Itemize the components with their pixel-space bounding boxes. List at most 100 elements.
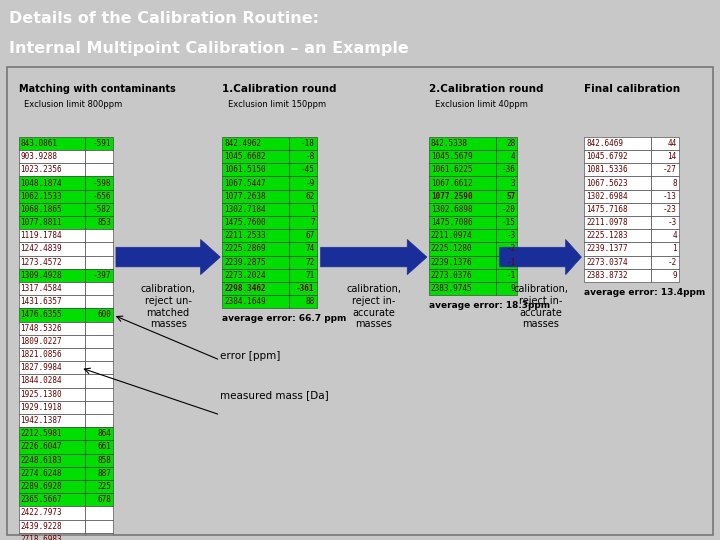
Text: 1475.7086: 1475.7086 [431,218,472,227]
Bar [289,163,317,177]
Text: 2289.6928: 2289.6928 [21,482,62,491]
Text: 858: 858 [97,456,111,464]
Bar [585,190,652,203]
Bar [585,177,652,190]
Text: 9: 9 [672,271,677,280]
Bar [585,163,652,177]
Bar [289,229,317,242]
Bar [86,190,113,203]
Bar [19,150,86,163]
Bar [652,177,679,190]
Bar [19,493,86,507]
Bar [496,150,518,163]
Text: 1067.5447: 1067.5447 [224,179,266,187]
Text: 2718.6983: 2718.6983 [21,535,62,540]
Bar [86,150,113,163]
Bar [429,150,496,163]
Bar [19,137,86,150]
Bar [19,295,86,308]
Bar [585,242,652,255]
Text: Exclusion limit 40ppm: Exclusion limit 40ppm [435,100,528,109]
Text: -27: -27 [663,165,677,174]
Text: 1048.1874: 1048.1874 [21,179,62,187]
Bar [289,150,317,163]
Text: 28: 28 [506,139,516,148]
Text: 1045.5679: 1045.5679 [431,152,472,161]
Bar [86,414,113,427]
Bar [19,388,86,401]
Text: 1077.2638: 1077.2638 [224,192,266,201]
Polygon shape [320,239,427,275]
Text: 2422.7973: 2422.7973 [21,509,62,517]
Text: calibration,
reject in-
accurate
masses: calibration, reject in- accurate masses [513,285,568,329]
Text: -20: -20 [502,205,516,214]
Text: 1475.7600: 1475.7600 [224,218,266,227]
Text: -15: -15 [502,218,516,227]
Text: -9: -9 [305,179,315,187]
Bar [86,137,113,150]
Bar [86,335,113,348]
Bar [585,229,652,242]
Bar [19,440,86,454]
Bar [19,374,86,388]
Bar [289,137,317,150]
Text: 1081.5336: 1081.5336 [586,165,628,174]
Text: 2211.0974: 2211.0974 [431,231,472,240]
Bar [585,216,652,229]
Text: average error: 18.3ppm: average error: 18.3ppm [429,301,550,310]
Bar [496,163,518,177]
Bar [86,255,113,269]
Bar [19,269,86,282]
Bar [222,282,289,295]
Text: 1302.7184: 1302.7184 [224,205,266,214]
Text: 678: 678 [97,495,111,504]
Text: 1061.6225: 1061.6225 [431,165,472,174]
Bar [496,282,518,295]
Bar [86,480,113,493]
Bar [222,163,289,177]
Text: 2239.1377: 2239.1377 [586,245,628,253]
Polygon shape [500,239,582,275]
Text: 853: 853 [97,218,111,227]
Text: 1242.4839: 1242.4839 [21,245,62,253]
Bar [86,295,113,308]
Bar [652,229,679,242]
Text: 1929.1918: 1929.1918 [21,403,62,412]
Text: -591: -591 [93,139,111,148]
Bar [86,322,113,335]
Text: 1809.0227: 1809.0227 [21,337,62,346]
Text: -361: -361 [296,284,315,293]
Bar [289,203,317,216]
Bar [652,216,679,229]
Text: 1023.2356: 1023.2356 [21,165,62,174]
Bar [585,269,652,282]
Bar [86,533,113,540]
Bar [429,203,496,216]
Bar [19,308,86,322]
Text: 1077.2590: 1077.2590 [431,192,472,201]
Text: -656: -656 [93,192,111,201]
Bar [222,229,289,242]
Text: 71: 71 [305,271,315,280]
Bar [86,348,113,361]
Bar [496,242,518,255]
Bar [585,203,652,216]
Text: 2365.5667: 2365.5667 [21,495,62,504]
Text: -2: -2 [506,245,516,253]
Bar [19,242,86,255]
Text: -1: -1 [506,271,516,280]
Bar [429,282,496,295]
Text: 1119.1784: 1119.1784 [21,231,62,240]
Text: 842.4962: 842.4962 [224,139,261,148]
Text: 2225.2869: 2225.2869 [224,245,266,253]
Bar [496,177,518,190]
Text: 2383.8732: 2383.8732 [586,271,628,280]
Bar [86,229,113,242]
Bar [86,440,113,454]
Text: -1: -1 [506,258,516,267]
Bar [289,216,317,229]
Text: 1925.1380: 1925.1380 [21,390,62,399]
Text: 1.Calibration round: 1.Calibration round [222,84,337,94]
Text: -23: -23 [663,205,677,214]
Bar [19,454,86,467]
